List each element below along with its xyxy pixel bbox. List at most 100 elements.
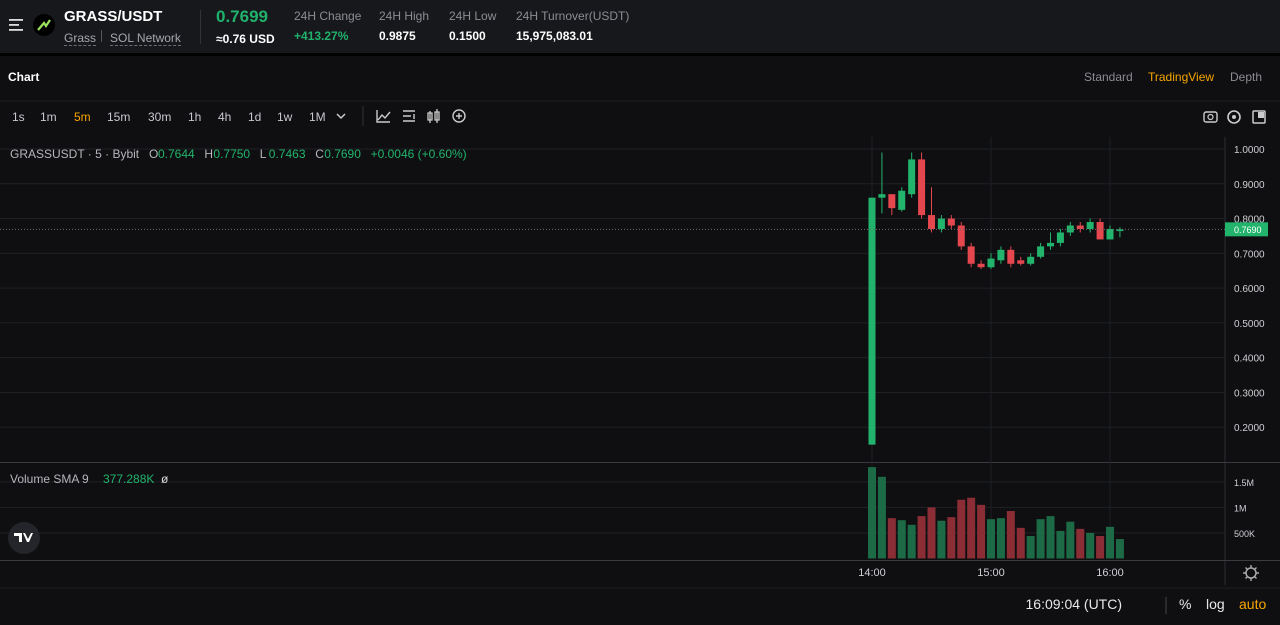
ohlc-value: 0.7463 (269, 147, 306, 161)
volume-bar (917, 516, 926, 559)
template-icon[interactable] (403, 110, 415, 122)
volume-bar (1106, 526, 1115, 559)
ohlc-key: L (260, 147, 267, 161)
ohlc-key: C (315, 147, 324, 161)
volume-legend-value: 377.288K (103, 472, 154, 486)
scale-option[interactable]: auto (1239, 596, 1266, 612)
interval[interactable]: 1m (40, 110, 57, 124)
candle-body (908, 159, 916, 195)
menu-icon[interactable] (9, 17, 25, 33)
last-price-label: 0.7690 (1234, 225, 1262, 235)
y-tick-label: 0.3000 (1234, 388, 1265, 399)
volume-tick-label: 500K (1234, 529, 1255, 539)
candle-body (1086, 222, 1094, 229)
interval[interactable]: 1d (248, 110, 262, 124)
stat-value: 0.1500 (449, 29, 486, 43)
camera-icon[interactable] (1203, 111, 1218, 123)
candle-body (1106, 228, 1114, 240)
chart-type-icon[interactable] (427, 109, 440, 123)
interval[interactable]: 1s (12, 110, 25, 124)
volume-bar (1056, 530, 1065, 559)
candle-body (1076, 225, 1084, 229)
indicator-icon[interactable] (376, 110, 391, 123)
volume-bar (1115, 539, 1124, 559)
volume-legend-extra: ø (161, 472, 169, 486)
stat-value: +413.27% (294, 29, 349, 43)
ohlc-value: 0.7750 (213, 147, 250, 161)
y-tick-label: 0.5000 (1234, 319, 1265, 330)
interval[interactable]: 15m (107, 110, 131, 124)
volume-bar (1036, 519, 1045, 559)
stat-label: 24H High (379, 9, 430, 23)
volume-bar (996, 518, 1005, 559)
candle-body (937, 218, 945, 229)
candle-body (987, 258, 995, 268)
volume-bar (1006, 511, 1015, 559)
last-price-box (1225, 222, 1268, 237)
candle-body (977, 263, 985, 268)
interval[interactable]: 1M (309, 110, 326, 124)
candle-body (888, 194, 896, 209)
candle-body (1047, 242, 1055, 247)
volume-bar (1016, 527, 1025, 559)
interval[interactable]: 1h (188, 110, 202, 124)
fullscreen-icon[interactable] (1252, 110, 1266, 124)
volume-bar (1086, 532, 1095, 559)
candle-body (1017, 260, 1025, 264)
volume-bar (947, 517, 956, 559)
interval[interactable]: 30m (148, 110, 172, 124)
tradingview-logo[interactable] (8, 522, 40, 554)
candle-body (1096, 222, 1104, 240)
interval[interactable]: 5m (74, 110, 91, 124)
candle-body (957, 225, 965, 247)
candle-body (1037, 246, 1045, 257)
scale-option[interactable]: log (1206, 596, 1225, 612)
token: Grass (64, 31, 97, 46)
settings-icon[interactable] (1227, 110, 1241, 124)
volume-bar (937, 520, 946, 559)
ohlc-value: 0.7690 (324, 147, 361, 161)
volume-bar (957, 499, 966, 559)
volume-bar (1046, 516, 1055, 559)
volume-bar (987, 519, 996, 559)
view-tab[interactable]: TradingView (1148, 70, 1215, 84)
volume-bar (1026, 536, 1035, 559)
volume-tick-label: 1M (1234, 503, 1247, 513)
candle-body (947, 218, 955, 226)
symbol-legend: GRASSUSDT · 5 · Bybit (10, 147, 140, 161)
y-tick-label: 0.4000 (1234, 354, 1265, 365)
volume-bar (1096, 536, 1105, 559)
add-icon[interactable] (452, 109, 466, 123)
view-tab[interactable]: Depth (1230, 70, 1263, 84)
candle-body (918, 159, 926, 216)
dropdown-icon[interactable] (336, 113, 346, 120)
ohlc-change: +0.0046 (+0.60%) (371, 147, 467, 161)
interval[interactable]: 1w (277, 110, 293, 124)
stat-label: 24H Change (294, 9, 362, 23)
scale-option[interactable]: % (1179, 596, 1191, 612)
view-tab[interactable]: Standard (1084, 70, 1133, 84)
volume-bar (877, 476, 886, 559)
ohlc-value: 0.7644 (158, 147, 195, 161)
x-tick-label: 14:00 (858, 567, 886, 579)
clock: 16:09:04 (UTC) (1026, 596, 1122, 612)
candle-body (898, 190, 906, 210)
y-tick-label: 0.2000 (1234, 423, 1265, 434)
candle-body (997, 249, 1005, 261)
volume-bar (907, 524, 916, 559)
volume-tick-label: 1.5M (1234, 478, 1254, 488)
y-tick-label: 0.8000 (1234, 215, 1265, 226)
y-tick-label: 1.0000 (1234, 145, 1265, 156)
last-price: 0.7699 (216, 7, 268, 26)
y-tick-label: 0.9000 (1234, 180, 1265, 191)
volume-bar (868, 467, 876, 559)
candle-body (1027, 256, 1035, 264)
candle-body (868, 197, 876, 445)
interval[interactable]: 4h (218, 110, 232, 124)
stat-label: 24H Low (449, 9, 497, 23)
stat-label: 24H Turnover(USDT) (516, 9, 630, 23)
pair: GRASS/USDT (64, 8, 163, 25)
header: GRASS/USDT Grass SOL Network 0.7699 ≈0.7… (0, 0, 1280, 56)
chart-tab[interactable]: Chart (8, 70, 40, 84)
